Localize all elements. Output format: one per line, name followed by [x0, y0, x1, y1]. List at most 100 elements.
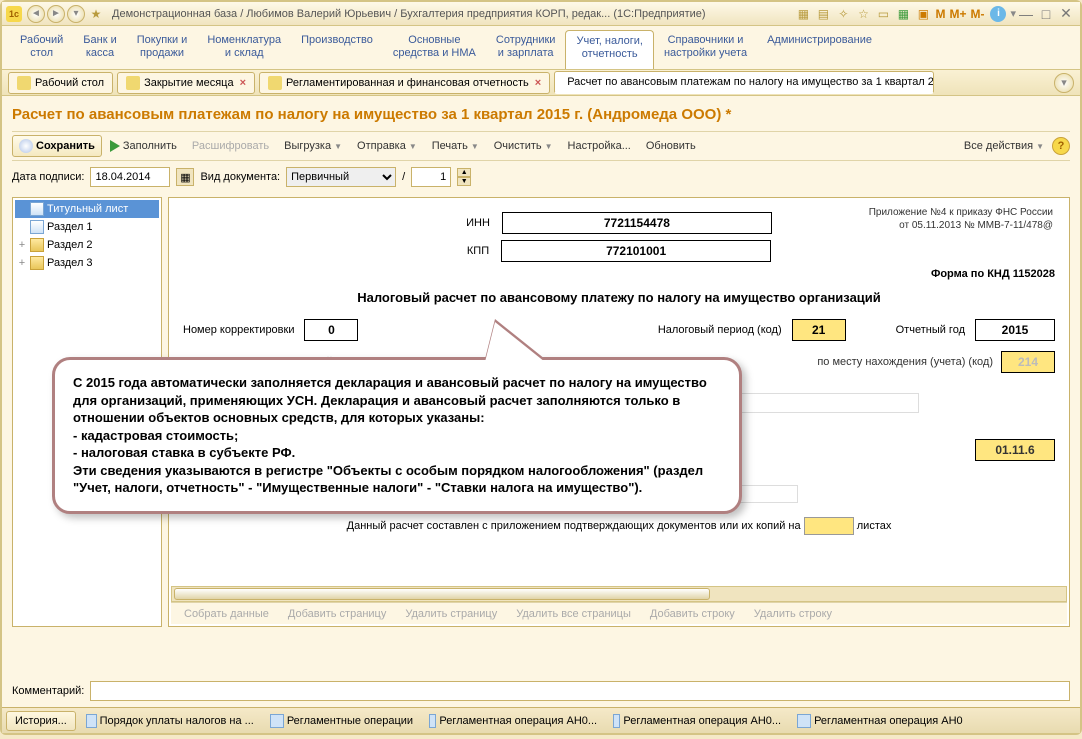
menu-item-8[interactable]: Справочники инастройки учета: [654, 30, 757, 69]
settings-button[interactable]: Настройка...: [561, 137, 635, 155]
save-button[interactable]: Сохранить: [12, 135, 102, 157]
info-icon[interactable]: i: [990, 6, 1006, 22]
maximize-button[interactable]: □: [1037, 6, 1055, 22]
titlebar: 1c ◄ ► ▾ ★ Демонстрационная база / Любим…: [2, 2, 1080, 26]
tree-node-1[interactable]: Раздел 1: [15, 218, 159, 236]
tb-icon-3[interactable]: ✧: [835, 6, 851, 22]
collect-button[interactable]: Собрать данные: [177, 605, 273, 623]
calc-icon[interactable]: ▦: [895, 6, 911, 22]
nav-back[interactable]: ◄: [27, 5, 45, 23]
help-icon[interactable]: ?: [1052, 137, 1070, 155]
add-row-button[interactable]: Добавить строку: [643, 605, 739, 623]
tabs-dropdown[interactable]: ▾: [1054, 73, 1074, 93]
tab-3[interactable]: Расчет по авансовым платежам по налогу н…: [554, 71, 934, 94]
inn-field[interactable]: 7721154478: [502, 212, 772, 234]
del-row-button[interactable]: Удалить строку: [747, 605, 836, 623]
all-actions-button[interactable]: Все действия▼: [960, 137, 1048, 155]
tree-node-0[interactable]: Титульный лист: [15, 200, 159, 218]
inn-label: ИНН: [466, 217, 490, 229]
tree-node-2[interactable]: +Раздел 2: [15, 236, 159, 254]
menu-item-0[interactable]: Рабочийстол: [10, 30, 73, 69]
menu-item-4[interactable]: Производство: [291, 30, 383, 69]
corr-label: Номер корректировки: [183, 324, 294, 336]
callout-text: С 2015 года автоматически заполняется де…: [73, 374, 721, 497]
window-title: Демонстрационная база / Любимов Валерий …: [112, 8, 787, 20]
doc-icon: [429, 714, 436, 728]
cal-icon[interactable]: ▣: [915, 6, 931, 22]
attach-row: Данный расчет составлен с приложением по…: [183, 517, 1055, 535]
calendar-icon[interactable]: ▦: [176, 168, 194, 186]
period-label: Налоговый период (код): [658, 324, 782, 336]
doc-icon: [797, 714, 811, 728]
nav-fwd[interactable]: ►: [47, 5, 65, 23]
kpp-label: КПП: [467, 245, 489, 257]
place-label: по месту нахождения (учета) (код): [817, 356, 993, 368]
fav-icon[interactable]: ☆: [855, 6, 871, 22]
tab-close-icon[interactable]: ×: [535, 77, 541, 89]
star-icon[interactable]: ★: [88, 6, 104, 22]
okved-field[interactable]: 01.11.6: [975, 439, 1055, 461]
doc-icon: [86, 714, 97, 728]
mem-mplus[interactable]: M+: [949, 7, 966, 21]
print-button[interactable]: Печать▼: [425, 137, 483, 155]
doctype-label: Вид документа:: [200, 171, 280, 183]
fill-button[interactable]: Заполнить: [106, 137, 181, 155]
decode-button[interactable]: Расшифровать: [185, 137, 273, 155]
menu-item-5[interactable]: Основныесредства и НМА: [383, 30, 486, 69]
year-field[interactable]: 2015: [975, 319, 1055, 341]
tb-icon-4[interactable]: ▭: [875, 6, 891, 22]
status-item-1[interactable]: Регламентные операции: [264, 711, 419, 731]
sheets-field[interactable]: [804, 517, 854, 535]
comment-row: Комментарий:: [2, 677, 1080, 705]
corr-field[interactable]: 0: [304, 319, 358, 341]
send-button[interactable]: Отправка▼: [350, 137, 421, 155]
doctype-select[interactable]: Первичный: [286, 167, 396, 187]
kpp-field[interactable]: 772101001: [501, 240, 771, 262]
status-item-4[interactable]: Регламентная операция АН0: [791, 711, 969, 731]
menu-item-2[interactable]: Покупки ипродажи: [127, 30, 198, 69]
menu-item-7[interactable]: Учет, налоги,отчетность: [565, 30, 653, 69]
minimize-button[interactable]: —: [1017, 6, 1035, 22]
tab-icon: [17, 76, 31, 90]
status-item-0[interactable]: Порядок уплаты налогов на ...: [80, 711, 260, 731]
bottom-toolbar: Собрать данные Добавить страницу Удалить…: [171, 602, 1067, 624]
tab-close-icon[interactable]: ×: [240, 77, 246, 89]
tb-icon-2[interactable]: ▤: [815, 6, 831, 22]
close-button[interactable]: ✕: [1057, 6, 1075, 22]
mem-m[interactable]: M: [935, 7, 945, 21]
app-logo: 1c: [6, 6, 22, 22]
app-note: Приложение №4 к приказу ФНС Россииот 05.…: [869, 206, 1053, 232]
callout: С 2015 года автоматически заполняется де…: [52, 357, 742, 514]
mem-mminus[interactable]: M-: [970, 7, 984, 21]
menu-item-1[interactable]: Банк икасса: [73, 30, 126, 69]
tab-0[interactable]: Рабочий стол: [8, 72, 113, 94]
doc-icon: [613, 714, 620, 728]
add-page-button[interactable]: Добавить страницу: [281, 605, 390, 623]
nav-dd[interactable]: ▾: [67, 5, 85, 23]
page-stepper[interactable]: ▲▼: [457, 168, 471, 186]
place-field[interactable]: 214: [1001, 351, 1055, 373]
page-icon: [30, 220, 44, 234]
menu-item-3[interactable]: Номенклатураи склад: [197, 30, 291, 69]
sign-date-input[interactable]: [90, 167, 170, 187]
tree-node-3[interactable]: +Раздел 3: [15, 254, 159, 272]
period-field[interactable]: 21: [792, 319, 846, 341]
del-all-button[interactable]: Удалить все страницы: [509, 605, 635, 623]
tab-1[interactable]: Закрытие месяца×: [117, 72, 255, 94]
export-button[interactable]: Выгрузка▼: [277, 137, 346, 155]
comment-input[interactable]: [90, 681, 1070, 701]
tab-2[interactable]: Регламентированная и финансовая отчетнос…: [259, 72, 550, 94]
tb-icon-1[interactable]: ▦: [795, 6, 811, 22]
h-scrollbar[interactable]: [171, 586, 1067, 602]
history-button[interactable]: История...: [6, 711, 76, 731]
folder-icon: [30, 256, 44, 270]
del-page-button[interactable]: Удалить страницу: [398, 605, 501, 623]
clear-button[interactable]: Очистить▼: [487, 137, 557, 155]
page-num-input[interactable]: [411, 167, 451, 187]
menu-item-9[interactable]: Администрирование: [757, 30, 882, 69]
status-item-3[interactable]: Регламентная операция АН0...: [607, 711, 787, 731]
tabs-row: Рабочий столЗакрытие месяца×Регламентиро…: [2, 70, 1080, 96]
menu-item-6[interactable]: Сотрудникии зарплата: [486, 30, 566, 69]
refresh-button[interactable]: Обновить: [639, 137, 700, 155]
status-item-2[interactable]: Регламентная операция АН0...: [423, 711, 603, 731]
